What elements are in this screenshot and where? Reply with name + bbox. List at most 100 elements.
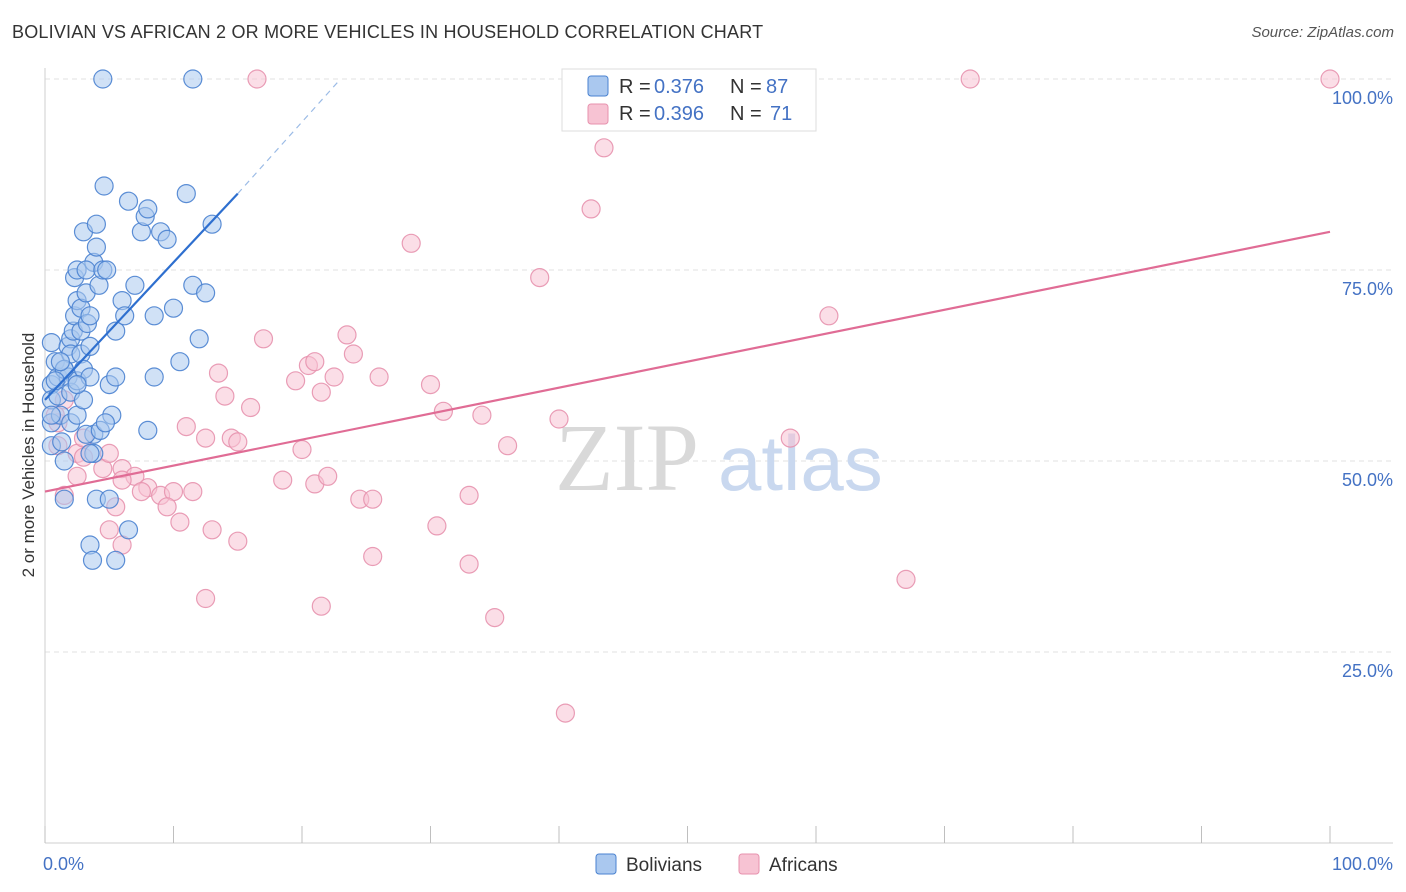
africans-point	[196, 428, 216, 448]
africans-point	[253, 329, 274, 349]
africans-point	[318, 466, 338, 486]
africans-point	[337, 325, 357, 345]
africans-point	[99, 520, 119, 540]
points-layer	[41, 69, 1340, 723]
bolivians-point	[106, 550, 126, 570]
africans-point	[594, 138, 614, 158]
bolivians-point	[80, 443, 100, 463]
africans-point	[273, 470, 293, 490]
legend-africans-swatch[interactable]	[587, 103, 609, 125]
grid-layer	[45, 78, 1393, 653]
africans-trend-line	[44, 230, 1331, 493]
bolivians-point	[118, 191, 139, 211]
legend-africans-r-value: 0.396	[654, 103, 704, 125]
africans-point	[420, 375, 441, 395]
bolivians-trend-line	[44, 192, 239, 401]
legend-africans-n-label: N =	[730, 103, 762, 125]
africans-point	[311, 596, 331, 616]
bolivians-point	[196, 283, 216, 303]
bolivians-point	[99, 489, 119, 509]
x-tick-label-max: 100.0%	[1332, 854, 1393, 874]
legend-bolivians-r-label: R =	[619, 76, 651, 98]
legend-bolivians-n-label: N =	[730, 76, 762, 98]
bolivians-point	[97, 260, 117, 280]
watermark-zip: ZIP	[555, 404, 699, 511]
legend-bolivians-n-value: 87	[766, 76, 788, 98]
africans-point	[896, 569, 916, 590]
africans-point	[459, 554, 479, 574]
africans-point	[780, 428, 800, 448]
africans-point	[363, 546, 383, 567]
africans-point	[176, 417, 196, 437]
chart-title: BOLIVIAN VS AFRICAN 2 OR MORE VEHICLES I…	[12, 22, 764, 42]
africans-point	[286, 371, 306, 391]
bottom-legend-africans-swatch[interactable]	[738, 853, 760, 875]
bolivians-point	[170, 352, 190, 372]
legend-bolivians-swatch[interactable]	[587, 75, 609, 97]
bolivians-point	[54, 451, 74, 471]
africans-point	[208, 363, 229, 383]
bolivians-point	[86, 214, 107, 234]
bolivians-point	[41, 333, 62, 353]
africans-point	[247, 69, 267, 89]
bottom-legend-bolivians-swatch[interactable]	[595, 853, 617, 875]
africans-point	[67, 466, 87, 486]
bolivians-point	[54, 489, 74, 509]
africans-point	[498, 436, 518, 456]
bolivians-point	[52, 432, 72, 452]
trend-layer	[44, 78, 1331, 493]
bolivians-point	[157, 229, 177, 249]
bolivians-point	[144, 367, 164, 387]
bolivians-point	[118, 520, 139, 540]
africans-point	[530, 268, 550, 288]
africans-point	[170, 512, 190, 532]
legend-bolivians-r-value: 0.376	[654, 76, 704, 98]
bolivians-point	[76, 260, 96, 280]
bolivians-point	[80, 336, 100, 356]
bolivians-point	[86, 237, 107, 257]
africans-point	[228, 531, 248, 551]
bolivians-point	[94, 176, 114, 196]
y-tick-label-75: 75.0%	[1342, 279, 1393, 299]
africans-point	[1320, 69, 1340, 89]
x-tick-label-min: 0.0%	[43, 854, 84, 874]
y-tick-label-50: 50.0%	[1342, 470, 1393, 490]
africans-point	[369, 367, 389, 387]
africans-point	[131, 482, 151, 502]
bottom-legend-bolivians-label[interactable]: Bolivians	[626, 855, 702, 876]
africans-point	[819, 306, 839, 326]
top-legend: R = 0.376 N = 87 R = 0.396 N = 71	[561, 68, 817, 132]
legend-africans-n-value: 71	[770, 103, 792, 125]
bolivians-point	[82, 550, 103, 570]
bolivians-point	[138, 199, 158, 219]
bolivians-point	[138, 420, 158, 440]
y-tick-label-100: 100.0%	[1332, 88, 1393, 108]
africans-point	[157, 497, 177, 517]
y-tick-label-25: 25.0%	[1342, 661, 1393, 681]
africans-point	[183, 482, 203, 502]
bolivians-point	[144, 306, 164, 326]
bolivians-point	[202, 214, 222, 234]
africans-point	[549, 409, 569, 429]
watermark-atlas: atlas	[718, 419, 883, 507]
africans-point	[459, 485, 479, 505]
africans-point	[311, 382, 331, 402]
bottom-legend: Bolivians Africans	[595, 853, 838, 876]
bolivians-point	[183, 69, 203, 89]
bottom-legend-africans-label[interactable]: Africans	[769, 855, 838, 876]
bolivians-point	[125, 275, 145, 295]
africans-point	[324, 367, 344, 387]
bolivians-point	[176, 184, 196, 204]
labels-layer: 2 or more Vehicles in Household 0.0% 100…	[19, 88, 1393, 874]
bolivians-point	[50, 352, 71, 372]
africans-point	[960, 69, 980, 89]
africans-point	[427, 516, 447, 536]
africans-point	[196, 588, 216, 609]
legend-africans-r-label: R =	[619, 103, 651, 125]
axes-layer	[44, 68, 1393, 844]
chart-source: Source: ZipAtlas.com	[1251, 24, 1394, 41]
africans-point	[363, 489, 383, 509]
africans-point	[241, 397, 261, 418]
bolivians-point	[67, 375, 87, 395]
bolivians-point	[106, 367, 126, 387]
